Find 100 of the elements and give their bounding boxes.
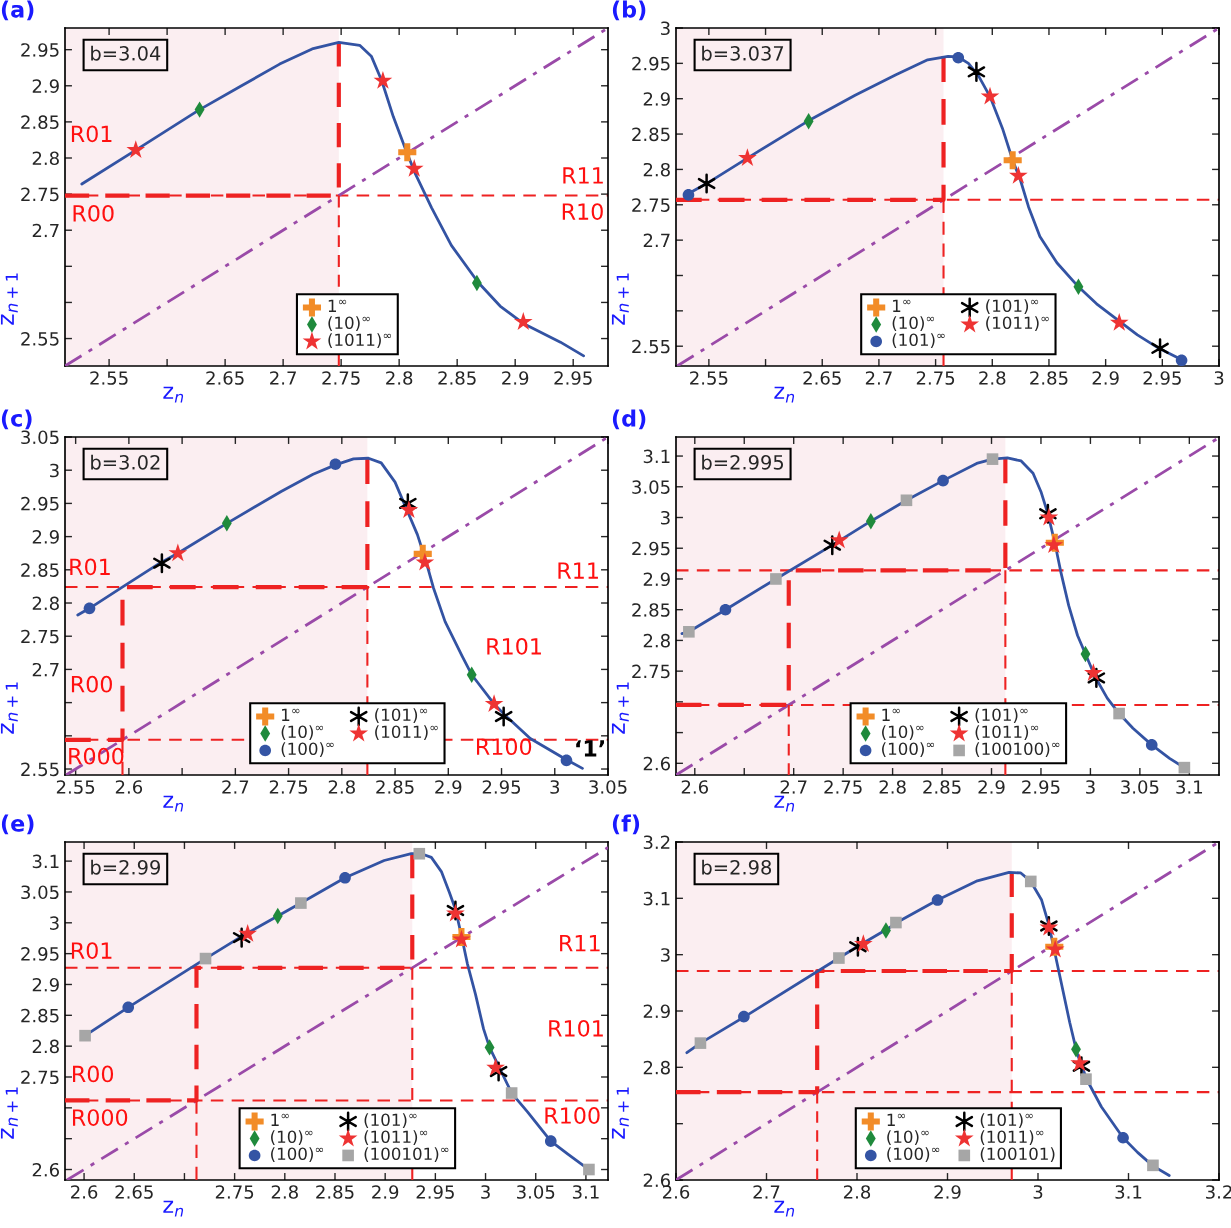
legend-label: (100)$^{∞}$ xyxy=(887,1147,940,1162)
y-tick-label: 3.05 xyxy=(21,430,59,445)
legend-label: 1$^{∞}$ xyxy=(887,1113,906,1126)
legend-label: (101)$^{∞}$ xyxy=(892,333,945,348)
y-axis-title: z$_{n+1}$ xyxy=(0,273,18,325)
annotation: R01 xyxy=(70,558,110,576)
x-tick-label: 2.7 xyxy=(780,780,807,794)
y-tick-label: 3 xyxy=(661,21,670,36)
x-tick-label: 2.95 xyxy=(1022,780,1060,794)
x-tick-label: 2.9 xyxy=(435,780,462,794)
x-tick-label: 2.8 xyxy=(328,780,355,794)
x-tick-label: 2.95 xyxy=(482,780,521,794)
y-tick-label: 2.75 xyxy=(21,629,59,644)
annotation: R01 xyxy=(71,125,112,143)
legend-label: (101)$^{∞}$ xyxy=(364,1113,417,1129)
y-tick-label: 3 xyxy=(661,510,670,525)
annotation: b=3.037 xyxy=(702,45,784,61)
y-tick-label: 2.85 xyxy=(21,1008,59,1023)
annotation: R11 xyxy=(558,562,598,579)
y-tick-label: 2.95 xyxy=(21,496,59,511)
legend-label: (1011)$^{∞}$ xyxy=(975,725,1039,741)
chart-title: (d) xyxy=(612,409,646,430)
y-tick-label: 2.75 xyxy=(21,187,59,202)
y-axis-title: z$_{n+1}$ xyxy=(0,1087,18,1139)
x-axis-title: z$_{n}$ xyxy=(163,1200,184,1217)
annotation: ‘1’ xyxy=(576,740,604,757)
legend-label: (101)$^{∞}$ xyxy=(375,708,428,724)
annotation: b=2.995 xyxy=(702,454,784,470)
annotation: R11 xyxy=(563,167,603,184)
annotation: R01 xyxy=(71,942,112,959)
annotation: R00 xyxy=(73,1065,114,1083)
x-tick-label: 2.8 xyxy=(843,1185,871,1199)
y-tick-label: 3.1 xyxy=(643,449,670,464)
annotation: R100 xyxy=(545,1107,600,1124)
y-tick-label: 2.7 xyxy=(32,223,59,238)
y-tick-label: 2.55 xyxy=(21,762,59,777)
x-tick-label: 2.6 xyxy=(115,780,143,794)
legend-label: (10)$^{∞}$ xyxy=(892,316,935,332)
y-axis-title: z$_{n+1}$ xyxy=(611,1087,629,1139)
y-tick-label: 2.9 xyxy=(643,1004,670,1019)
y-tick-label: 2.95 xyxy=(21,947,59,961)
annotation: R100 xyxy=(477,738,532,756)
chart-title: (b) xyxy=(612,0,646,21)
x-tick-label: 3.2 xyxy=(1206,1185,1231,1199)
x-tick-label: 2.7 xyxy=(222,780,249,794)
x-tick-label: 3.05 xyxy=(1121,780,1159,794)
legend-label: 1$^{∞}$ xyxy=(882,708,900,721)
y-tick-label: 2.8 xyxy=(643,1060,670,1075)
y-tick-label: 2.75 xyxy=(632,198,670,212)
annotation: R00 xyxy=(73,204,114,222)
x-axis-title: z$_{n}$ xyxy=(163,386,184,403)
legend-label: (100100)$^{∞}$ xyxy=(975,742,1060,757)
x-axis-title: z$_{n}$ xyxy=(774,795,795,812)
y-tick-label: 2.9 xyxy=(32,530,59,544)
x-tick-label: 2.8 xyxy=(386,371,413,385)
legend-label: (10)$^{∞}$ xyxy=(882,725,924,741)
y-tick-label: 2.95 xyxy=(632,56,670,71)
x-tick-label: 2.85 xyxy=(376,780,414,794)
x-tick-label: 2.95 xyxy=(554,371,592,385)
y-tick-label: 2.75 xyxy=(632,664,670,679)
y-tick-label: 2.9 xyxy=(32,79,59,93)
legend-label: 1$^{∞}$ xyxy=(328,299,347,312)
legend-label: (100101)$^{∞}$ xyxy=(364,1147,449,1162)
x-tick-label: 3.1 xyxy=(572,1185,599,1199)
y-tick-label: 2.9 xyxy=(643,92,670,106)
y-tick-label: 2.85 xyxy=(21,115,59,130)
legend-label: (10)$^{∞}$ xyxy=(281,725,324,741)
legend-label: 1$^{∞}$ xyxy=(282,708,300,721)
y-tick-label: 2.8 xyxy=(32,596,59,611)
y-tick-label: 2.85 xyxy=(21,563,59,577)
legend-label: (1011)$^{∞}$ xyxy=(375,725,438,741)
y-tick-label: 3.1 xyxy=(32,854,59,869)
x-tick-label: 2.75 xyxy=(269,780,308,794)
annotation: R101 xyxy=(487,637,541,655)
annotation: R000 xyxy=(73,1109,128,1126)
x-tick-label: 2.7 xyxy=(865,371,892,385)
legend-label: (1011)$^{∞}$ xyxy=(980,1130,1044,1146)
y-tick-label: 2.8 xyxy=(643,633,670,648)
x-tick-label: 2.55 xyxy=(690,371,728,385)
annotation: b=3.04 xyxy=(91,45,161,61)
y-tick-label: 2.7 xyxy=(643,233,670,247)
legend-label: (100)$^{∞}$ xyxy=(882,742,935,757)
x-axis-title: z$_{n}$ xyxy=(774,1200,795,1217)
x-tick-label: 2.6 xyxy=(681,780,709,794)
x-axis-title: z$_{n}$ xyxy=(774,386,795,403)
x-tick-label: 3.05 xyxy=(517,1185,555,1199)
y-tick-label: 3.05 xyxy=(21,885,59,900)
y-tick-label: 3.05 xyxy=(632,480,670,494)
annotation: R11 xyxy=(560,935,600,952)
y-tick-label: 3 xyxy=(50,916,59,930)
y-axis-title: z$_{n+1}$ xyxy=(0,682,18,734)
chart-title: (a) xyxy=(1,0,34,21)
y-tick-label: 2.8 xyxy=(32,1039,59,1054)
x-tick-label: 2.85 xyxy=(923,780,961,794)
y-axis-title: z$_{n+1}$ xyxy=(611,682,629,734)
y-tick-label: 3 xyxy=(50,463,59,478)
y-tick-label: 2.55 xyxy=(632,339,670,354)
y-tick-label: 2.8 xyxy=(643,162,670,177)
legend-label: (100)$^{∞}$ xyxy=(281,742,334,757)
x-tick-label: 2.75 xyxy=(322,371,360,385)
